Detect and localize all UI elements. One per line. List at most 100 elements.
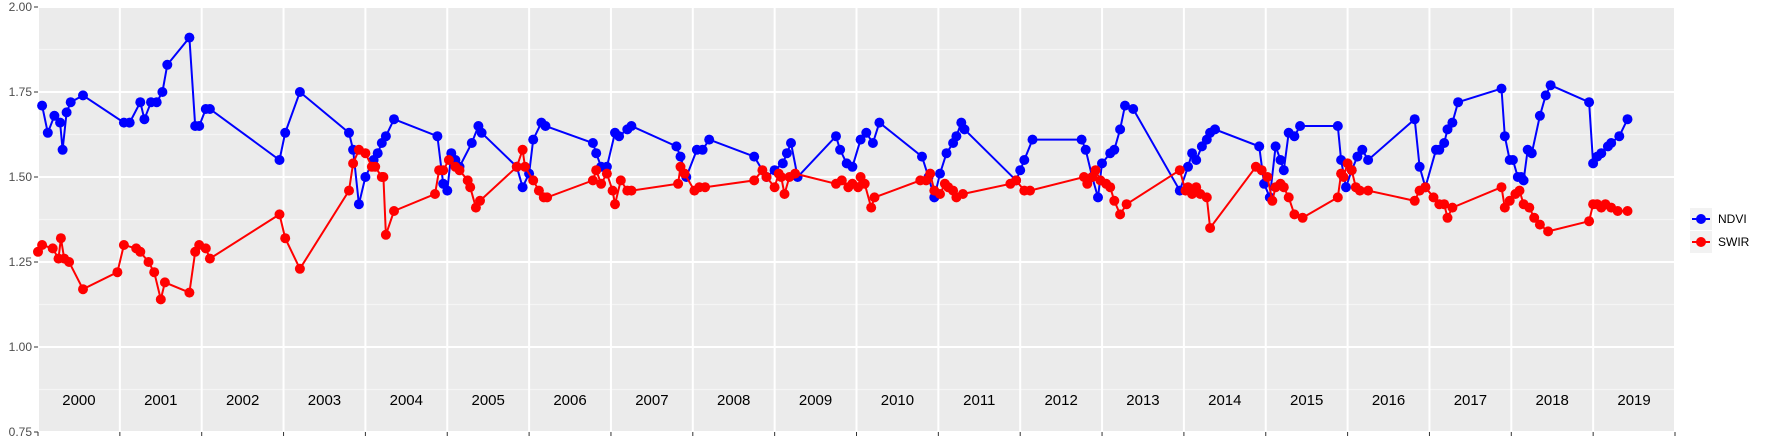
ndvi-point xyxy=(959,124,970,135)
swir-point xyxy=(274,209,285,220)
ndvi-point xyxy=(1275,155,1286,165)
ndvi-point xyxy=(1015,165,1026,176)
swir-point xyxy=(1267,195,1278,206)
ndvi-point xyxy=(1414,161,1425,172)
swir-point xyxy=(587,175,598,186)
ndvi-point xyxy=(1499,131,1510,142)
ndvi-point xyxy=(614,131,625,142)
ndvi-point xyxy=(380,131,391,142)
ndvi-point xyxy=(294,87,305,97)
ndvi-point xyxy=(57,144,68,155)
ndvi-point xyxy=(353,199,364,210)
ndvi-point xyxy=(1097,158,1107,169)
ndvi-point xyxy=(704,134,715,145)
year-label: 2007 xyxy=(635,392,668,409)
swir-point xyxy=(749,175,760,186)
swir-point xyxy=(1332,192,1343,203)
ndvi-point xyxy=(675,151,686,162)
ndvi-point xyxy=(786,138,796,148)
year-label: 2001 xyxy=(144,392,177,409)
swir-point xyxy=(135,246,146,257)
swir-point xyxy=(1543,226,1554,237)
swir-point xyxy=(1201,192,1212,203)
year-label: 2017 xyxy=(1454,392,1487,409)
y-tick-label: 1.50 xyxy=(9,170,33,184)
y-tick-label: 1.75 xyxy=(9,85,33,99)
year-label: 2009 xyxy=(799,392,832,409)
year-label: 2019 xyxy=(1617,392,1650,409)
ndvi-point xyxy=(157,87,168,97)
swir-point xyxy=(601,168,612,179)
ndvi-point xyxy=(42,127,53,138)
ndvi-point xyxy=(1534,110,1545,121)
ndvi-point xyxy=(749,151,760,162)
swir-point xyxy=(935,189,945,199)
swir-point xyxy=(1496,182,1507,193)
ndvi-point xyxy=(1115,124,1126,135)
swir-point xyxy=(159,277,170,288)
y-tick-label: 1.25 xyxy=(9,255,33,269)
swir-point xyxy=(1262,172,1273,182)
swir-point xyxy=(1011,175,1022,186)
ndvi-point xyxy=(874,117,885,128)
ndvi-point xyxy=(697,144,708,155)
ndvi-point xyxy=(1076,134,1087,145)
swir-point xyxy=(790,168,801,179)
year-label: 2010 xyxy=(881,392,914,409)
swir-point xyxy=(47,243,58,254)
ndvi-point xyxy=(1019,155,1030,165)
legend-key-point xyxy=(1696,214,1706,224)
ndvi-point xyxy=(867,138,878,148)
ndvi-point xyxy=(528,134,539,145)
swir-point xyxy=(511,161,522,172)
swir-point xyxy=(596,178,607,189)
ndvi-point xyxy=(442,185,453,196)
swir-point xyxy=(204,253,215,264)
swir-point xyxy=(542,192,553,203)
ndvi-point xyxy=(1128,104,1139,114)
swir-point xyxy=(591,165,602,176)
ndvi-point xyxy=(135,97,146,108)
ndvi-point xyxy=(194,121,205,131)
swir-point xyxy=(1278,182,1289,193)
ndvi-point xyxy=(466,138,477,148)
swir-point xyxy=(378,172,389,182)
swir-point xyxy=(1447,202,1458,213)
ndvi-point xyxy=(274,155,285,165)
year-label: 2006 xyxy=(553,392,586,409)
ndvi-point xyxy=(917,151,927,162)
ndvi-point xyxy=(1120,100,1130,111)
ndvi-point xyxy=(587,138,598,148)
ndvi-point xyxy=(941,148,952,159)
swir-point xyxy=(776,172,787,182)
ndvi-point xyxy=(1606,138,1617,148)
swir-point xyxy=(1524,202,1535,213)
swir-point xyxy=(1534,219,1545,230)
ndvi-point xyxy=(935,168,945,179)
ndvi-point xyxy=(1614,131,1625,142)
swir-point xyxy=(155,294,166,305)
swir-point xyxy=(1428,192,1439,203)
ndvi-point xyxy=(1341,182,1351,193)
swir-point xyxy=(1115,209,1126,220)
year-label: 2016 xyxy=(1372,392,1405,409)
swir-point xyxy=(1529,212,1540,223)
swir-point xyxy=(957,189,968,199)
ndvi-point xyxy=(204,104,215,114)
y-tick-label: 0.75 xyxy=(9,425,33,439)
ndvi-point xyxy=(1295,121,1306,131)
swir-point xyxy=(1338,172,1349,182)
swir-point xyxy=(925,168,936,179)
ndvi-point xyxy=(360,172,371,182)
ndvi-point xyxy=(1270,141,1281,152)
year-label: 2011 xyxy=(963,392,995,409)
year-labels: 2000 2001 2002 2003 2004 2005 2006 2007 2008 2009… xyxy=(62,392,1651,409)
swir-point xyxy=(836,175,847,186)
ndvi-point xyxy=(1453,97,1464,108)
swir-point xyxy=(761,172,772,182)
swir-point xyxy=(1409,195,1420,206)
swir-point xyxy=(1289,209,1300,220)
year-label: 2004 xyxy=(390,392,423,409)
ndvi-point xyxy=(1357,144,1368,155)
swir-point xyxy=(528,175,539,186)
